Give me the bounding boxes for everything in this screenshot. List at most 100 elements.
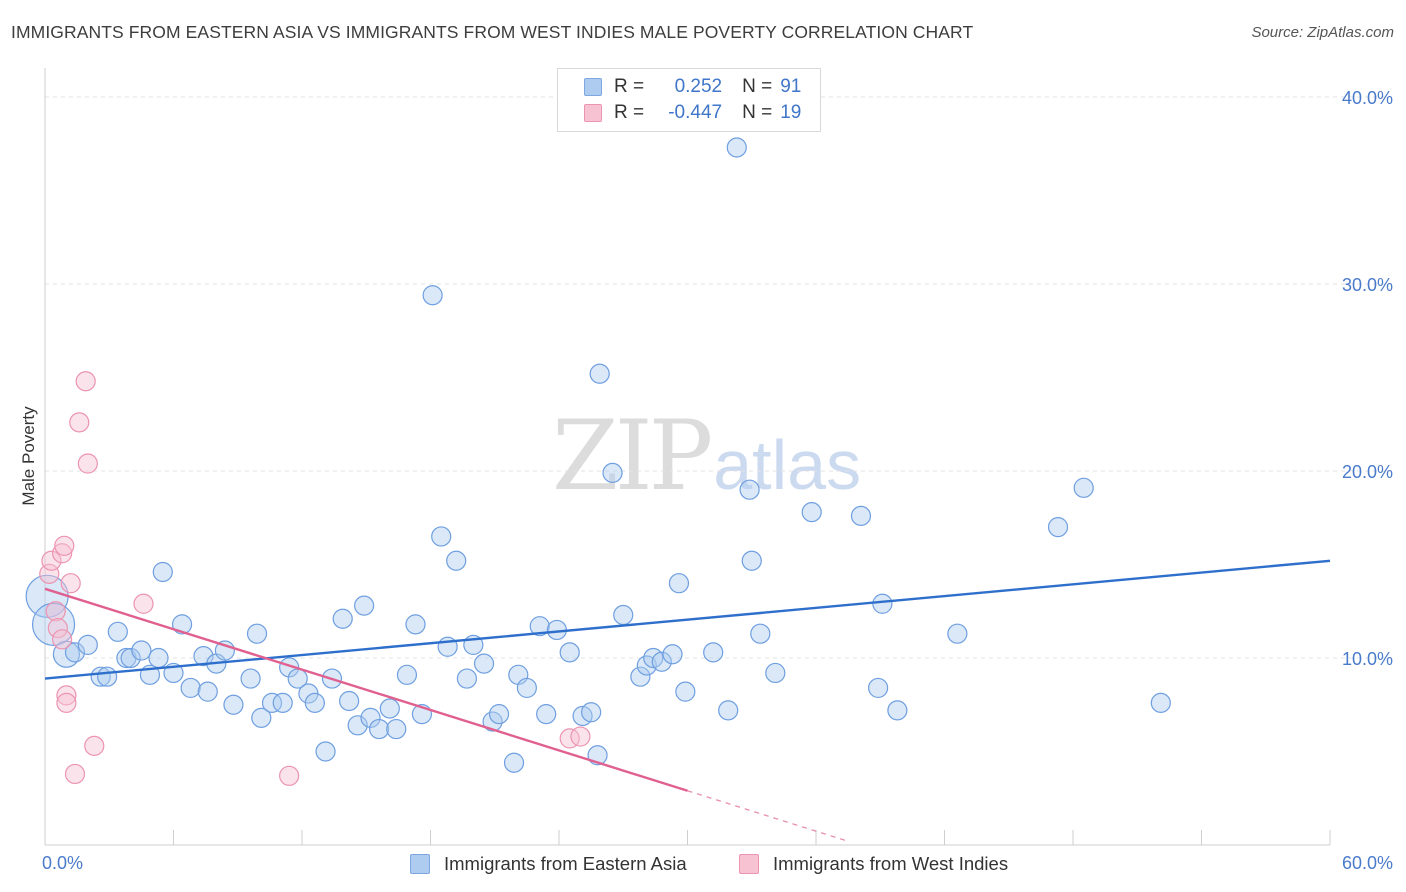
legend-swatch-eastern-asia [410,854,430,874]
data-point [675,681,696,702]
data-point [75,371,96,392]
data-point [602,462,623,483]
chart-title: IMMIGRANTS FROM EASTERN ASIA VS IMMIGRAN… [11,22,974,42]
x-tick-label: 0.0% [42,853,83,873]
data-point [60,573,81,594]
data-point [529,616,550,637]
data-point [718,700,739,721]
data-point [369,718,390,740]
data-point [739,479,760,500]
series-eastern-asia [25,137,1171,773]
data-point [703,642,724,663]
data-point [536,703,557,725]
data-point [180,677,201,699]
legend-r-label: R = [614,102,645,123]
data-point [152,561,173,583]
data-point [223,694,244,715]
series-legend-label: Immigrants from Eastern Asia [444,853,687,874]
data-point [868,677,889,699]
data-point [668,573,690,594]
legend-n-label: N = [742,76,773,97]
data-point [651,651,672,672]
data-point [446,550,467,571]
correlation-legend: R = 0.252 N = 91 R = -0.447 N = 19 [557,68,821,132]
data-point [1073,477,1094,498]
data-point [332,608,353,629]
data-point [56,685,77,706]
data-point [589,363,610,384]
data-point [850,505,872,526]
data-point [422,285,443,306]
data-point [887,700,908,721]
data-point [133,593,154,614]
data-point [54,535,75,556]
source-credit: Source: ZipAtlas.com [1251,24,1394,41]
legend-row-eastern-asia: R = 0.252 N = 91 [584,75,801,99]
data-point [251,707,272,728]
watermark-atlas: atlas [713,426,862,504]
data-point [315,741,336,762]
x-tick-label: 60.0% [1342,853,1393,873]
legend-n-label: N = [742,102,773,123]
data-point [148,647,169,669]
axis-labels: 10.0% 20.0% 30.0% 40.0% 0.0% 60.0% Male Povert… [19,88,1393,873]
data-point [347,715,368,736]
data-point [570,726,591,747]
data-point [473,653,495,674]
data-point [240,668,261,689]
data-point [339,690,360,712]
data-point [272,692,293,713]
data-point [64,642,86,663]
data-point [261,692,283,713]
data-point [431,526,452,547]
data-point [56,692,77,713]
data-point [765,662,786,684]
legend-swatch-west-indies [584,104,602,122]
data-point [279,765,300,786]
y-tick-label: 30.0% [1342,275,1393,295]
watermark-zip: ZIP [552,400,713,512]
data-point [360,707,381,728]
legend-r-label: R = [614,76,645,97]
data-point [41,550,62,571]
data-point [1150,692,1171,713]
data-point [77,453,98,474]
data-point [64,763,86,785]
legend-r-value: -0.447 [668,102,723,123]
data-point [516,677,537,699]
trend-line-west-indies [44,587,688,792]
data-point [97,666,118,687]
data-point [354,595,375,616]
data-point [246,623,268,644]
series-legend-west-indies: Immigrants from West Indies [739,851,1008,877]
legend-n-value: 91 [780,76,802,97]
data-point [171,614,193,635]
data-point [120,647,141,669]
data-point [630,666,651,687]
data-point [39,563,60,584]
watermark: ZIPatlas [552,400,861,512]
data-point [69,412,90,433]
data-point [396,664,418,685]
data-point [1047,516,1069,538]
series-west-indies [39,371,591,786]
legend-n-value: 19 [780,102,802,123]
legend-row-west-indies: R = -0.447 N = 19 [584,101,801,125]
data-point [193,646,214,667]
data-point [131,640,152,661]
data-point [488,703,510,725]
data-point [581,702,602,723]
legend-r-value: 0.252 [674,76,723,97]
data-point [77,634,98,656]
series-legend-eastern-asia: Immigrants from Eastern Asia [410,851,687,877]
trend-line-eastern-asia [44,559,1331,680]
data-point [872,593,893,614]
data-point [84,735,105,756]
data-point [662,644,683,665]
trend-line-west-indies-extension [687,790,849,842]
y-tick-label: 20.0% [1342,462,1393,482]
data-point [52,629,73,650]
data-point [750,623,771,644]
data-point [45,601,66,622]
